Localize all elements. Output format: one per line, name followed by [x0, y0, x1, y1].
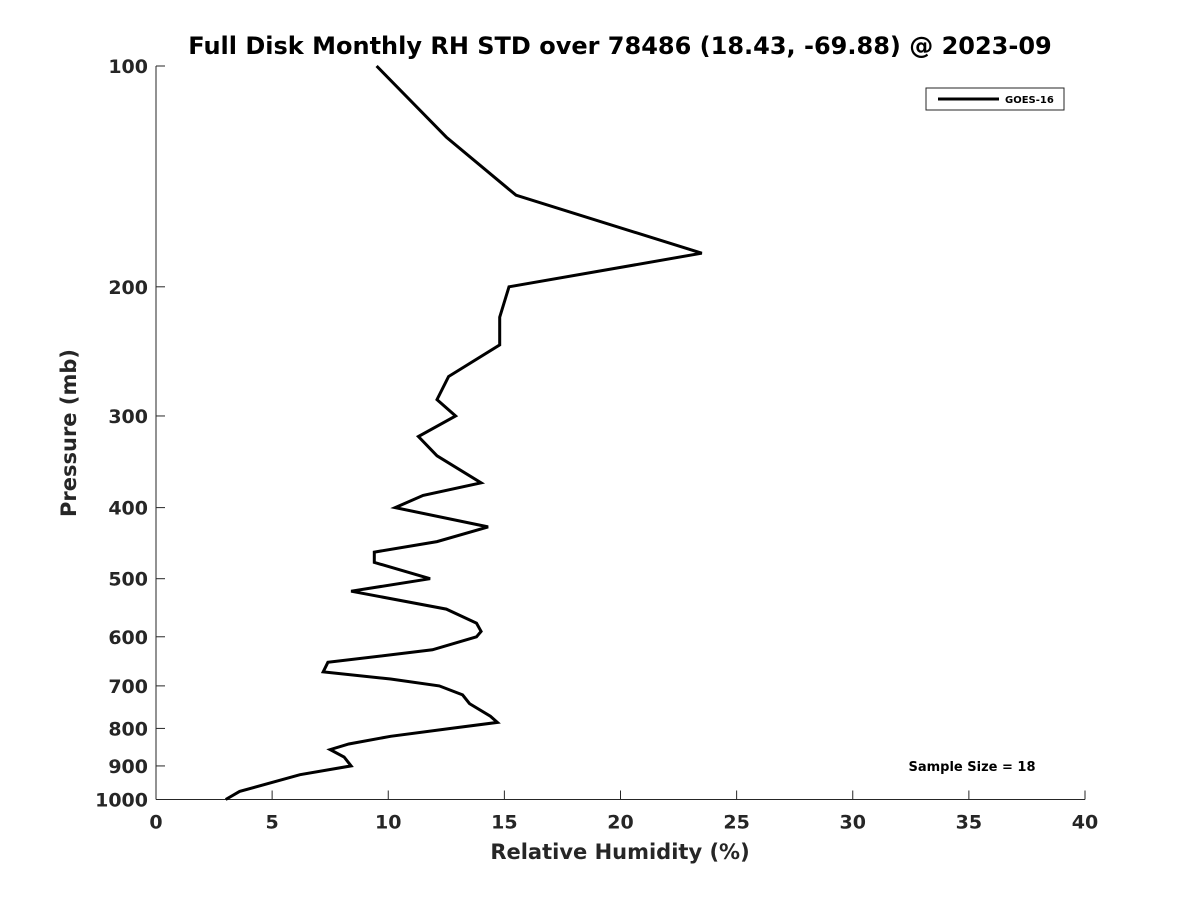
- y-tick-label: 300: [108, 406, 148, 428]
- sample-size-annotation: Sample Size = 18: [908, 760, 1035, 775]
- legend: GOES-16: [925, 87, 1065, 111]
- y-axis-label: Pressure (mb): [57, 349, 81, 517]
- x-tick-label: 40: [1072, 812, 1098, 834]
- x-axis-ticks: 0 5 10 15 20 25 30 35 40: [149, 790, 1098, 834]
- chart-title: Full Disk Monthly RH STD over 78486 (18.…: [188, 32, 1051, 60]
- legend-label: GOES-16: [1005, 95, 1054, 106]
- x-tick-label: 25: [723, 812, 749, 834]
- series-line-goes-16: [224, 64, 703, 801]
- x-axis-label: Relative Humidity (%): [490, 840, 749, 864]
- x-tick-label: 35: [956, 812, 982, 834]
- y-tick-label: 400: [108, 498, 148, 520]
- x-tick-label: 5: [266, 812, 279, 834]
- x-tick-label: 30: [840, 812, 866, 834]
- y-tick-label: 900: [108, 756, 148, 778]
- y-tick-label: 600: [108, 627, 148, 649]
- y-tick-label: 800: [108, 718, 148, 740]
- series-layer: [224, 64, 703, 801]
- x-tick-label: 20: [607, 812, 633, 834]
- y-tick-label: 1000: [95, 790, 148, 812]
- x-tick-label: 10: [375, 812, 401, 834]
- y-axis-ticks: 100 200 300 400 500 600 700 800 900 1000: [95, 56, 165, 812]
- y-tick-label: 200: [108, 277, 148, 299]
- y-tick-label: 700: [108, 676, 148, 698]
- x-tick-label: 15: [491, 812, 517, 834]
- y-tick-label: 100: [108, 56, 148, 78]
- x-tick-label: 0: [149, 812, 162, 834]
- y-tick-label: 500: [108, 569, 148, 591]
